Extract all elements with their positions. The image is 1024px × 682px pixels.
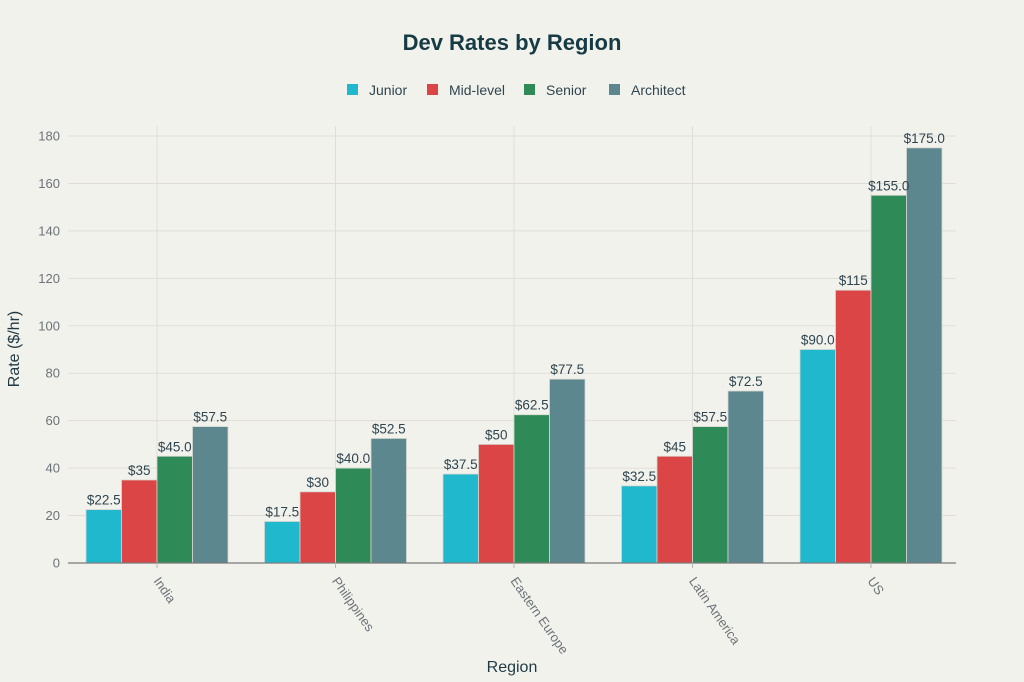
- bar-architect-india[interactable]: [192, 426, 229, 564]
- y-axis-title: Rate ($/hr): [6, 311, 23, 387]
- bar-junior-philippines[interactable]: [264, 521, 301, 564]
- data-label: $155.0: [868, 178, 909, 193]
- bars: [85, 147, 943, 564]
- data-label: $45: [663, 439, 686, 454]
- bar-senior-us[interactable]: [870, 194, 907, 564]
- legend-item-architect[interactable]: Architect: [609, 82, 686, 98]
- data-labels: $22.5$35$45.0$57.5$17.5$30$40.0$52.5$37.…: [87, 131, 945, 520]
- bar-architect-latin-america[interactable]: [727, 390, 764, 564]
- data-label: $72.5: [729, 374, 763, 389]
- bar-senior-eastern-europe[interactable]: [513, 414, 550, 564]
- legend-item-senior[interactable]: Senior: [524, 82, 587, 98]
- data-label: $30: [306, 475, 329, 490]
- x-tick-label: Philippines: [329, 574, 378, 635]
- y-tick-label: 180: [38, 129, 60, 144]
- legend-label: Senior: [546, 82, 587, 98]
- data-label: $175.0: [904, 131, 945, 146]
- data-label: $35: [128, 463, 151, 478]
- bar-senior-india[interactable]: [156, 455, 193, 564]
- y-tick-label: 40: [46, 461, 60, 476]
- bar-mid-level-india[interactable]: [121, 479, 158, 564]
- legend: Junior Mid-level Senior Architect: [347, 82, 686, 98]
- data-label: $90.0: [801, 333, 835, 348]
- bar-junior-latin-america[interactable]: [621, 485, 658, 564]
- bar-mid-level-us[interactable]: [835, 289, 872, 564]
- data-label: $77.5: [550, 362, 584, 377]
- bar-architect-philippines[interactable]: [370, 438, 407, 564]
- x-tick-label: US: [865, 574, 888, 598]
- y-tick-label: 80: [46, 366, 60, 381]
- legend-swatch: [427, 84, 438, 95]
- data-label: $57.5: [693, 410, 727, 425]
- x-axis-title: Region: [487, 659, 538, 676]
- bar-mid-level-philippines[interactable]: [299, 491, 336, 564]
- legend-swatch: [524, 84, 535, 95]
- data-label: $50: [485, 427, 508, 442]
- data-label: $45.0: [158, 439, 192, 454]
- bar-senior-philippines[interactable]: [335, 467, 372, 564]
- legend-swatch: [347, 84, 358, 95]
- y-tick-label: 60: [46, 413, 60, 428]
- x-tick-label: Latin America: [686, 574, 744, 648]
- y-tick-label: 120: [38, 271, 60, 286]
- y-tick-label: 140: [38, 223, 60, 238]
- legend-item-mid-level[interactable]: Mid-level: [427, 82, 505, 98]
- data-label: $52.5: [372, 421, 406, 436]
- legend-label: Junior: [369, 82, 407, 98]
- data-label: $17.5: [265, 504, 299, 519]
- bar-mid-level-eastern-europe[interactable]: [478, 443, 515, 564]
- data-label: $32.5: [622, 469, 656, 484]
- x-tick-label: India: [151, 574, 180, 606]
- data-label: $22.5: [87, 493, 121, 508]
- data-label: $57.5: [193, 410, 227, 425]
- y-tick-label: 20: [46, 508, 60, 523]
- chart-title: Dev Rates by Region: [403, 30, 622, 55]
- data-label: $37.5: [444, 457, 478, 472]
- data-label: $62.5: [515, 398, 549, 413]
- bar-senior-latin-america[interactable]: [692, 426, 729, 564]
- bar-architect-us[interactable]: [906, 147, 943, 564]
- y-tick-label: 100: [38, 318, 60, 333]
- bar-junior-us[interactable]: [799, 349, 836, 564]
- y-tick-label: 160: [38, 176, 60, 191]
- data-label: $40.0: [336, 451, 370, 466]
- x-axis: India Philippines Eastern Europe Latin Amer…: [68, 562, 956, 657]
- bar-architect-eastern-europe[interactable]: [549, 378, 586, 564]
- bar-mid-level-latin-america[interactable]: [656, 455, 693, 564]
- data-label: $115: [839, 273, 868, 288]
- y-tick-label: 0: [53, 556, 60, 571]
- legend-label: Architect: [631, 82, 686, 98]
- legend-swatch: [609, 84, 620, 95]
- bar-junior-india[interactable]: [85, 509, 122, 564]
- legend-label: Mid-level: [449, 82, 505, 98]
- y-axis: 0 20 40 60 80 100 120 140 160 180: [38, 129, 60, 571]
- bar-junior-eastern-europe[interactable]: [442, 473, 479, 564]
- legend-item-junior[interactable]: Junior: [347, 82, 407, 98]
- x-tick-label: Eastern Europe: [508, 574, 572, 657]
